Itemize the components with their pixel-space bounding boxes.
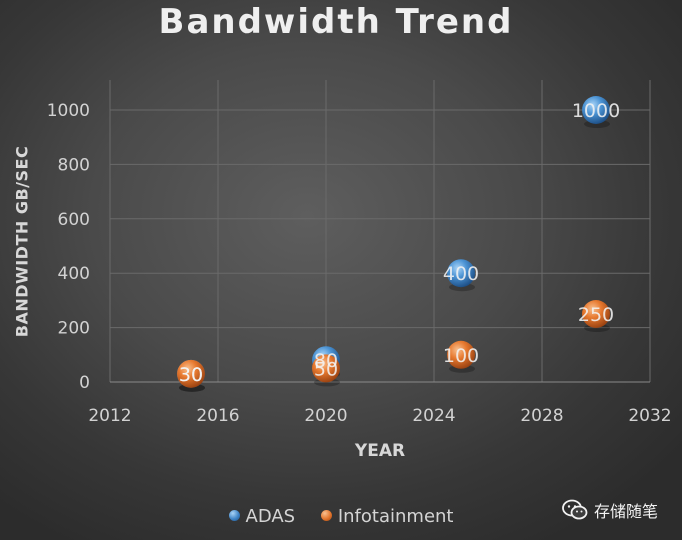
x-tick-label: 2028: [520, 406, 563, 426]
x-tick-label: 2020: [304, 406, 347, 426]
data-label-infotainment: 100: [443, 345, 479, 367]
data-label-infotainment: 50: [314, 358, 338, 380]
x-axis-label: YEAR: [354, 441, 406, 461]
data-point-infotainment: [312, 354, 340, 383]
x-tick-label: 2032: [628, 406, 671, 426]
legend-marker-infotainment: [320, 509, 332, 521]
data-point-adas: [447, 259, 475, 288]
watermark: 存储随笔: [562, 498, 658, 522]
y-tick-label: 200: [58, 319, 90, 339]
y-tick-label: 0: [79, 373, 90, 393]
data-label-adas: 400: [443, 263, 479, 285]
legend: ADAS Infotainment: [0, 506, 682, 527]
chart-title: Bandwidth Trend: [158, 2, 514, 42]
legend-label-infotainment: Infotainment: [337, 506, 454, 527]
x-tick-label: 2016: [196, 406, 239, 426]
y-tick-label: 1000: [47, 101, 90, 121]
wechat-icon: [562, 499, 588, 520]
data-label-infotainment: 250: [578, 304, 614, 326]
data-point-infotainment: [582, 300, 610, 328]
data-point-infotainment: [447, 340, 475, 369]
y-tick-label: 800: [58, 155, 90, 175]
legend-label-adas: ADAS: [245, 506, 296, 527]
data-label-adas: 80: [314, 350, 338, 372]
legend-item-infotainment[interactable]: Infotainment: [320, 506, 454, 527]
legend-item-adas[interactable]: ADAS: [228, 506, 296, 527]
data-label-infotainment: 30: [179, 364, 203, 386]
x-tick-label: 2024: [412, 406, 455, 426]
data-label-adas: 30: [179, 364, 203, 386]
data-point-adas: [582, 96, 610, 124]
legend-marker-adas: [228, 509, 240, 521]
y-tick-label: 400: [58, 264, 90, 284]
x-tick-label: 2012: [88, 406, 131, 426]
y-tick-label: 600: [58, 210, 90, 230]
data-point-infotainment: [177, 359, 205, 388]
data-label-adas: 1000: [572, 100, 620, 122]
watermark-text: 存储随笔: [594, 502, 659, 521]
